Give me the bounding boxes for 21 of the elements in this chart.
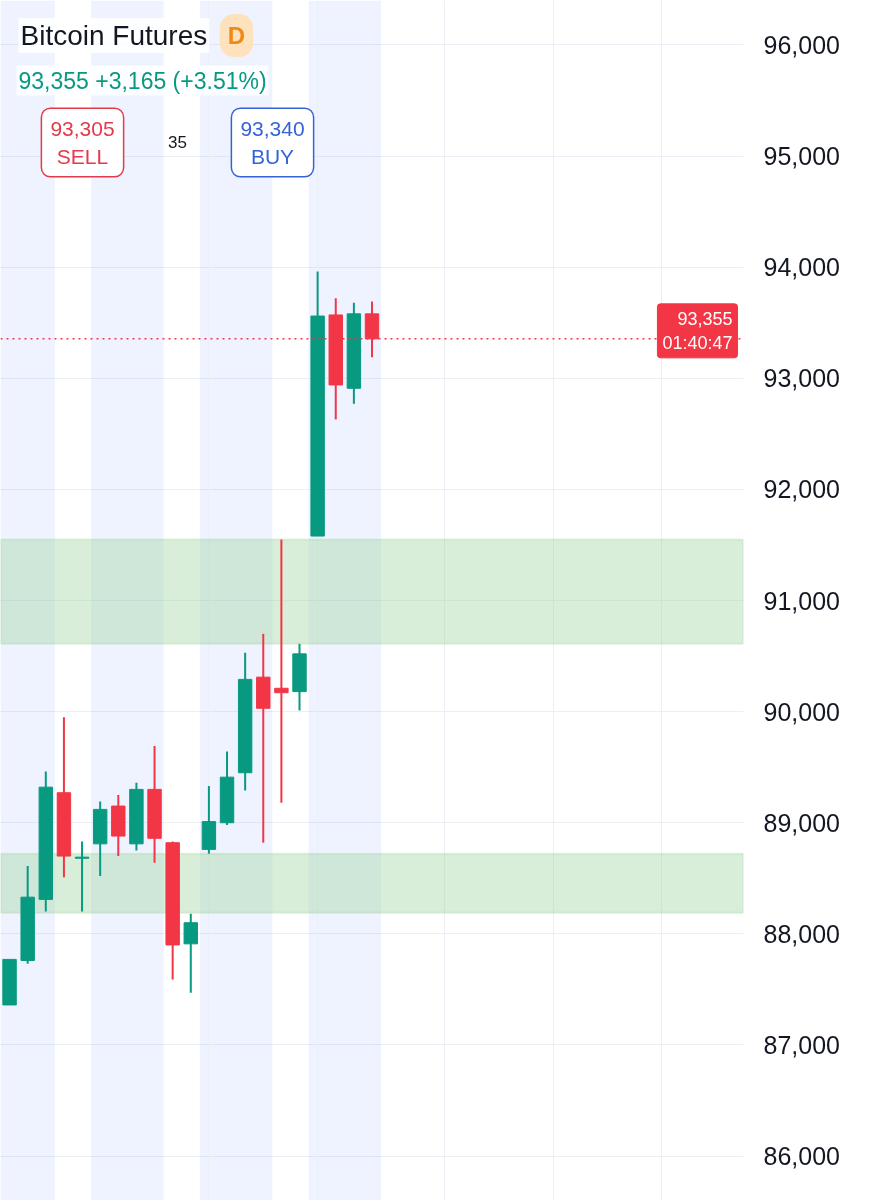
annotation: 35 [168, 132, 187, 152]
y-tick-label: 93,000 [763, 364, 840, 393]
y-tick-label: 96,000 [763, 30, 840, 59]
annotation: D [227, 22, 246, 49]
ref-line-label: 93,355 01:40:47 [662, 308, 733, 353]
y-tick-label: 88,000 [763, 919, 840, 948]
candlestick [74, 840, 90, 913]
annotation: 93,340 BUY [240, 117, 305, 168]
candlestick [274, 538, 289, 804]
y-tick-label: 94,000 [763, 253, 840, 282]
annotation: 93,305 SELL [50, 117, 115, 168]
y-tick-label: 90,000 [763, 697, 840, 726]
text: Bitcoin Futures [20, 20, 208, 51]
y-tick-label: 86,000 [763, 1142, 840, 1171]
y-tick-label: 91,000 [763, 586, 840, 615]
y-tick-label: 89,000 [763, 808, 840, 837]
y-tick-label: 92,000 [763, 475, 840, 504]
candlestick [183, 912, 198, 994]
y-tick-label: 87,000 [763, 1030, 840, 1059]
text: 93,355 +3,165 (+3.51%) [18, 67, 267, 94]
y-tick-label: 95,000 [763, 142, 840, 171]
